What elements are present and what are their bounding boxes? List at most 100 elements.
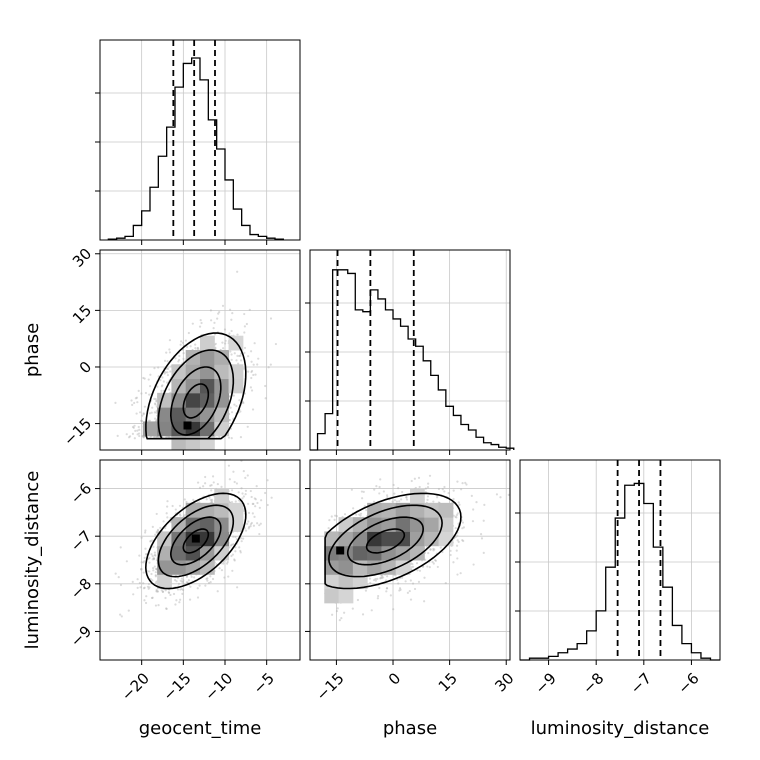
sample-point (234, 550, 237, 553)
sample-point (362, 490, 365, 493)
marginal-panel-phase (305, 249, 515, 455)
sample-point (160, 389, 163, 392)
sample-point (132, 426, 135, 429)
sample-point (230, 411, 234, 414)
sample-point (331, 613, 334, 616)
sample-point (131, 580, 134, 583)
sample-point (152, 569, 155, 572)
sample-point (179, 579, 182, 582)
density-cell (214, 378, 230, 394)
sample-point (211, 475, 215, 478)
sample-point (235, 404, 238, 408)
histogram-bin (250, 235, 258, 240)
sample-point (408, 589, 411, 593)
sample-point (447, 492, 450, 495)
sample-point (433, 548, 436, 551)
sample-point (461, 521, 465, 524)
sample-point (212, 481, 215, 484)
sample-point (454, 515, 457, 518)
sample-point (456, 557, 459, 560)
sample-point (138, 434, 141, 438)
sample-point (209, 484, 212, 487)
sample-point (218, 310, 221, 314)
sample-point (267, 366, 270, 369)
sample-point (168, 388, 171, 391)
sample-point (456, 480, 459, 483)
sample-point (149, 577, 152, 581)
sample-point (239, 537, 243, 540)
sample-point (246, 522, 249, 525)
sample-point (180, 580, 183, 583)
sample-point (457, 501, 460, 504)
sample-point (458, 503, 461, 506)
panel-frame (99, 459, 301, 661)
density-cell (410, 488, 425, 504)
sample-point (350, 488, 353, 491)
density-cell (157, 574, 172, 590)
sample-point (204, 475, 207, 479)
sample-point (443, 485, 446, 489)
sample-point (140, 536, 143, 539)
sample-point (176, 588, 180, 591)
histogram-bin (183, 63, 191, 240)
sample-point (244, 529, 248, 532)
sample-point (154, 581, 158, 584)
sample-point (461, 481, 464, 485)
sample-point (179, 588, 182, 591)
sample-point (206, 579, 209, 582)
sample-point (230, 501, 234, 504)
sample-point (148, 570, 151, 573)
sample-point (206, 577, 209, 580)
histogram-bin (416, 346, 424, 450)
sample-point (257, 357, 260, 360)
sample-point (178, 358, 181, 362)
sample-point (266, 503, 269, 507)
histogram-bin (340, 270, 348, 450)
sample-point (162, 520, 165, 523)
sample-point (242, 469, 245, 473)
sample-point (154, 397, 157, 401)
sample-point (470, 494, 473, 497)
sample-point (136, 401, 139, 404)
panel-frame (309, 249, 511, 451)
sample-point (236, 354, 239, 357)
sample-point (153, 565, 156, 568)
sample-point (258, 524, 261, 527)
sample-point (136, 578, 139, 581)
sample-point (230, 329, 233, 333)
sample-point (181, 592, 184, 595)
sample-point (452, 561, 455, 564)
sample-point (374, 579, 377, 582)
sample-point (333, 518, 336, 521)
sample-point (210, 489, 213, 492)
sample-point (258, 532, 261, 536)
sample-point (461, 539, 464, 542)
sample-point (256, 522, 259, 525)
sample-point (427, 552, 430, 555)
sample-point (379, 576, 382, 579)
sample-point (210, 501, 213, 504)
sample-point (153, 367, 156, 370)
histogram-step (310, 269, 515, 451)
sample-point (255, 484, 258, 488)
histogram-bin (158, 156, 166, 240)
sample-point (375, 484, 378, 488)
density-cell (367, 531, 382, 547)
sample-point (456, 534, 459, 537)
sample-point (479, 532, 483, 536)
sample-point (133, 437, 136, 440)
sample-point (248, 308, 251, 311)
panel-content (114, 460, 273, 618)
sample-point (228, 332, 231, 335)
sample-point (138, 554, 141, 557)
panel-frame (99, 249, 301, 451)
sample-point (163, 359, 167, 362)
sample-point (143, 377, 146, 380)
sample-point (423, 600, 426, 603)
sample-point (163, 372, 166, 375)
sample-point (177, 582, 181, 585)
sample-point (410, 565, 413, 569)
sample-point (148, 556, 151, 560)
sample-point (242, 401, 245, 405)
